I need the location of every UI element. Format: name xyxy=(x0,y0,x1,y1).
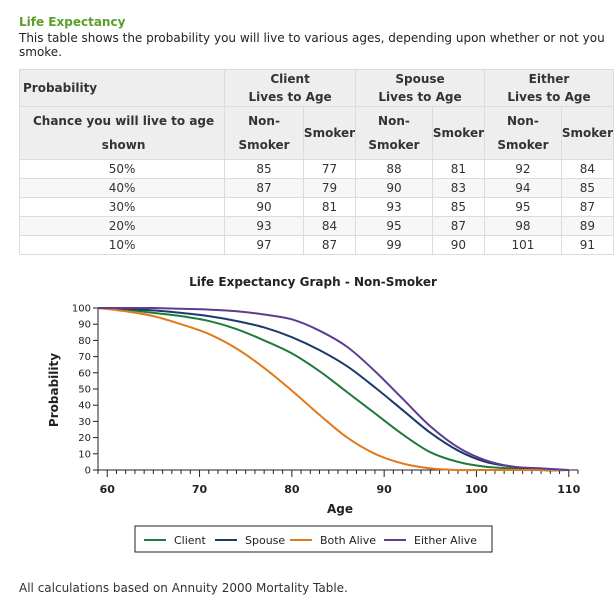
client-smoker-header: Smoker xyxy=(302,106,357,160)
table-cell: 95 xyxy=(484,197,562,217)
probability-cell: 50% xyxy=(18,159,226,179)
page-title: Life Expectancy xyxy=(19,15,126,29)
client-nonsmoker-header: Non- Smoker xyxy=(224,106,304,160)
x-tick-label: 80 xyxy=(284,483,300,496)
table-row: 50% 85 77 88 81 92 84 xyxy=(18,159,615,179)
y-tick-label: 70 xyxy=(78,352,91,363)
y-tick-label: 10 xyxy=(78,449,91,460)
legend-box xyxy=(134,525,493,553)
table-cell: 85 xyxy=(560,178,615,198)
series-line-both-alive xyxy=(97,307,569,472)
legend-label: Both Alive xyxy=(320,534,376,547)
table-cell: 94 xyxy=(484,178,562,198)
table-cell: 93 xyxy=(224,216,304,236)
series-line-either-alive xyxy=(98,306,569,471)
table-cell: 90 xyxy=(224,197,304,217)
series-line-spouse xyxy=(97,307,569,472)
y-tick-label: 30 xyxy=(78,417,91,428)
table-cell: 95 xyxy=(355,216,433,236)
either-group-header: Either Lives to Age xyxy=(484,69,614,107)
table-cell: 87 xyxy=(224,178,304,198)
table-cell: 87 xyxy=(560,197,615,217)
table-cell: 90 xyxy=(355,178,433,198)
legend-label: Spouse xyxy=(245,534,285,547)
table-cell: 99 xyxy=(355,235,433,255)
table-row: 40% 87 79 90 83 94 85 xyxy=(18,178,615,198)
x-axis-label: Age xyxy=(327,502,353,516)
x-tick-label: 90 xyxy=(376,483,392,496)
x-tick-label: 70 xyxy=(192,483,208,496)
table-cell: 93 xyxy=(355,197,433,217)
table-row: 10% 97 87 99 90 101 91 xyxy=(18,235,615,255)
page-subtitle: This table shows the probability you wil… xyxy=(19,31,605,59)
probability-cell: 40% xyxy=(18,178,226,198)
chance-header: Chance you will live to age shown xyxy=(18,106,226,160)
table-cell: 101 xyxy=(484,235,562,255)
footer-note: All calculations based on Annuity 2000 M… xyxy=(19,581,348,595)
x-tick-label: 60 xyxy=(100,483,116,496)
table-cell: 85 xyxy=(224,159,304,179)
chart-title: Life Expectancy Graph - Non-Smoker xyxy=(189,275,437,289)
table-cell: 81 xyxy=(431,159,486,179)
table-cell: 97 xyxy=(224,235,304,255)
table-cell: 79 xyxy=(302,178,357,198)
legend-label: Either Alive xyxy=(414,534,477,547)
y-tick-label: 90 xyxy=(78,320,91,331)
table-cell: 90 xyxy=(431,235,486,255)
table-cell: 91 xyxy=(560,235,615,255)
x-tick-label: 100 xyxy=(465,483,488,496)
y-tick-label: 50 xyxy=(78,385,91,396)
probability-cell: 10% xyxy=(18,235,226,255)
life-expectancy-chart: Life Expectancy Graph - Non-Smoker 0 10 20… xyxy=(47,275,581,553)
table-cell: 89 xyxy=(560,216,615,236)
table-cell: 77 xyxy=(302,159,357,179)
table-cell: 84 xyxy=(302,216,357,236)
table-cell: 83 xyxy=(431,178,486,198)
spouse-smoker-header: Smoker xyxy=(431,106,486,160)
series-line-client xyxy=(97,307,569,472)
plot-area: 0 10 20 30 40 50 60 70 80 90 100 60 70 80 90 100 110 xyxy=(72,304,581,497)
table-cell: 81 xyxy=(302,197,357,217)
table-cell: 85 xyxy=(431,197,486,217)
probability-cell: 30% xyxy=(18,197,226,217)
table-cell: 87 xyxy=(431,216,486,236)
y-tick-label: 60 xyxy=(78,368,91,379)
spouse-nonsmoker-header: Non- Smoker xyxy=(355,106,433,160)
y-axis-label: Probability xyxy=(47,353,61,427)
either-nonsmoker-header: Non- Smoker xyxy=(484,106,562,160)
table-cell: 87 xyxy=(302,235,357,255)
client-group-header: Client Lives to Age xyxy=(224,69,357,107)
x-tick-label: 110 xyxy=(557,483,580,496)
probability-header: Probability xyxy=(18,69,226,107)
legend-label: Client xyxy=(174,534,207,547)
y-tick-label: 20 xyxy=(78,433,91,444)
table-cell: 92 xyxy=(484,159,562,179)
either-smoker-header: Smoker xyxy=(560,106,615,160)
table-row: 20% 93 84 95 87 98 89 xyxy=(18,216,615,236)
chart-legend: Client Spouse Both Alive Either Alive xyxy=(134,525,493,553)
table-row: 30% 90 81 93 85 95 87 xyxy=(18,197,615,217)
probability-cell: 20% xyxy=(18,216,226,236)
y-tick-label: 40 xyxy=(78,401,91,412)
table-cell: 84 xyxy=(560,159,615,179)
table-cell: 88 xyxy=(355,159,433,179)
y-tick-label: 80 xyxy=(78,336,91,347)
y-tick-label: 100 xyxy=(72,304,91,315)
life-expectancy-table: Probability Client Lives to Age Spouse Liv… xyxy=(18,69,615,255)
y-tick-label: 0 xyxy=(85,466,91,477)
spouse-group-header: Spouse Lives to Age xyxy=(355,69,485,107)
table-cell: 98 xyxy=(484,216,562,236)
